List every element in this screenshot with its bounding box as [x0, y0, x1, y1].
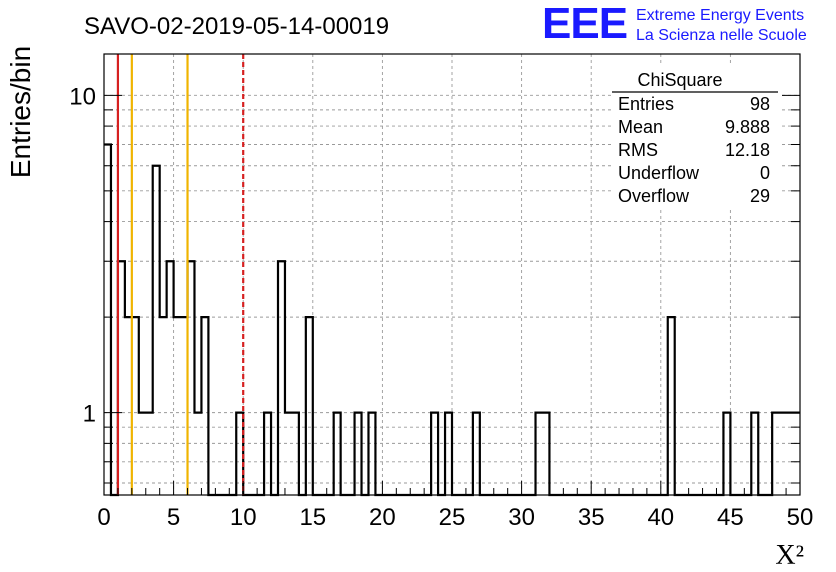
stats-box-title: ChiSquare: [637, 70, 722, 90]
threshold-lines: [116, 54, 245, 495]
ticks: [103, 94, 801, 495]
x-tick-label: 30: [508, 504, 535, 531]
y-tick-label: 10: [69, 83, 96, 110]
histogram-bin: [445, 413, 452, 495]
stats-label-underflow: Underflow: [618, 163, 700, 183]
histogram-bin: [146, 413, 153, 495]
logo-line-1: Extreme Energy Events: [636, 7, 804, 24]
stats-box-background: [612, 66, 780, 208]
x-tick-label: 40: [647, 504, 674, 531]
histogram-bin: [306, 317, 313, 495]
y-tick-label: 1: [83, 401, 96, 428]
stats-label-rms: RMS: [618, 140, 658, 160]
x-tick-label: 0: [97, 504, 110, 531]
histogram-bin: [278, 261, 285, 495]
histogram-bin: [139, 413, 146, 495]
histogram-bin: [473, 413, 480, 495]
x-axis-label: Χ²: [775, 540, 804, 571]
histogram-bin: [201, 317, 208, 495]
histogram-bin: [334, 413, 341, 495]
stats-value-mean: 9.888: [725, 117, 770, 137]
histogram-bin: [194, 413, 201, 495]
y-axis-label: Entries/bin: [5, 46, 36, 178]
histogram-bin: [431, 413, 438, 495]
histogram-bin: [779, 413, 786, 495]
stats-value-entries: 98: [750, 94, 770, 114]
histogram-bin: [355, 413, 362, 495]
eee-logo: EEE Extreme Energy Events La Scienza nel…: [542, 0, 807, 48]
x-tick-label: 50: [787, 504, 814, 531]
x-tick-label: 25: [439, 504, 466, 531]
stats-value-overflow: 29: [750, 186, 770, 206]
tick-labels: 0 5 10 15 20 25 30 35 40 45 50 1 10: [69, 83, 813, 531]
histogram-bin: [542, 413, 549, 495]
histogram-bin: [153, 166, 160, 495]
histogram-bin: [772, 413, 779, 495]
stats-value-rms: 12.18: [725, 140, 770, 160]
stats-label-overflow: Overflow: [618, 186, 690, 206]
histogram-bin: [723, 413, 730, 495]
stats-label-mean: Mean: [618, 117, 663, 137]
histogram-bin: [167, 261, 174, 495]
histogram-bin: [368, 413, 375, 495]
histogram-bin: [751, 413, 758, 495]
histogram-bin: [536, 413, 543, 495]
chart-title: SAVO-02-2019-05-14-00019: [84, 13, 389, 40]
stats-value-underflow: 0: [760, 163, 770, 183]
x-tick-label: 20: [369, 504, 396, 531]
histogram-bin: [668, 317, 675, 495]
histogram-bin: [174, 317, 181, 495]
x-tick-label: 35: [578, 504, 605, 531]
x-tick-label: 5: [167, 504, 180, 531]
histogram-bin: [264, 413, 271, 495]
histogram-bin: [104, 144, 111, 495]
histogram-bin: [285, 413, 292, 495]
histogram-bin: [160, 317, 167, 495]
x-tick-label: 10: [230, 504, 257, 531]
x-tick-label: 15: [299, 504, 326, 531]
logo-mark: EEE: [542, 0, 627, 48]
logo-line-2: La Scienza nelle Scuole: [636, 27, 807, 44]
x-tick-label: 45: [717, 504, 744, 531]
histogram-bin: [292, 413, 299, 495]
stats-label-entries: Entries: [618, 94, 674, 114]
stats-box: ChiSquare Entries 98 Mean 9.888 RMS 12.1…: [612, 66, 780, 208]
